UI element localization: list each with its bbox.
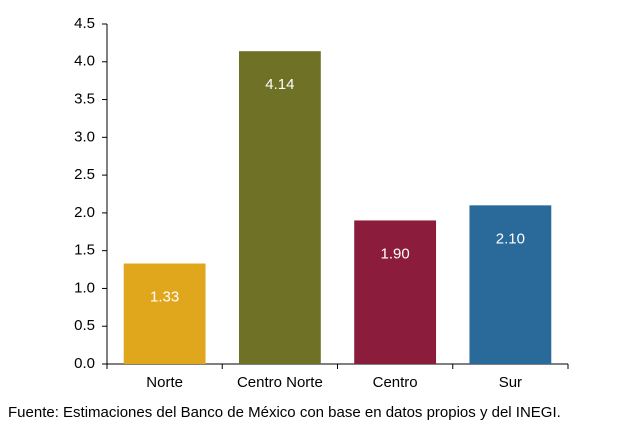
- y-tick-label: 1.5: [74, 242, 95, 259]
- value-label: 1.33: [150, 288, 179, 305]
- bar: [238, 51, 321, 364]
- y-tick-label: 2.5: [74, 166, 95, 183]
- y-tick-label: 1.0: [74, 279, 95, 296]
- x-tick-label: Sur: [499, 374, 522, 391]
- y-tick-label: 3.5: [74, 91, 95, 108]
- bar: [354, 220, 437, 364]
- x-tick-label: Centro Norte: [237, 374, 323, 391]
- y-tick-label: 4.5: [74, 15, 95, 32]
- y-tick-label: 4.0: [74, 53, 95, 70]
- y-tick-label: 0.0: [74, 355, 95, 372]
- value-label: 1.90: [381, 245, 410, 262]
- source-note: Fuente: Estimaciones del Banco de México…: [8, 404, 561, 421]
- y-tick-label: 0.5: [74, 317, 95, 334]
- chart: 0.0 0.5 1.0 1.5 2.0 2.5 3.0 3.5 4.0 4.5 Norte 1.33 C…: [74, 15, 569, 391]
- y-tick-label: 3.0: [74, 128, 95, 145]
- x-tick-label: Norte: [146, 374, 183, 391]
- bar: [123, 263, 206, 364]
- value-label: 4.14: [265, 76, 294, 93]
- x-tick-label: Centro: [373, 374, 418, 391]
- bar: [469, 205, 552, 364]
- value-label: 2.10: [496, 230, 525, 247]
- y-tick-label: 2.0: [74, 204, 95, 221]
